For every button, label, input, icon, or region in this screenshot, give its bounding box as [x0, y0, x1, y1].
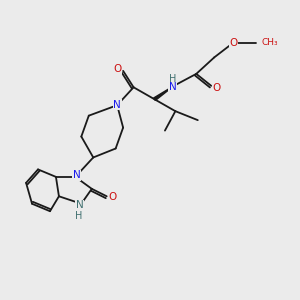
- Text: H: H: [75, 211, 82, 221]
- Polygon shape: [154, 86, 174, 101]
- Text: O: O: [109, 192, 117, 202]
- Text: O: O: [212, 83, 221, 93]
- Text: H: H: [169, 74, 176, 84]
- Text: N: N: [169, 82, 176, 92]
- Text: CH₃: CH₃: [262, 38, 279, 47]
- Text: N: N: [113, 100, 121, 110]
- Text: O: O: [114, 64, 122, 74]
- Text: O: O: [230, 38, 238, 47]
- Text: N: N: [76, 200, 84, 210]
- Text: N: N: [73, 170, 81, 180]
